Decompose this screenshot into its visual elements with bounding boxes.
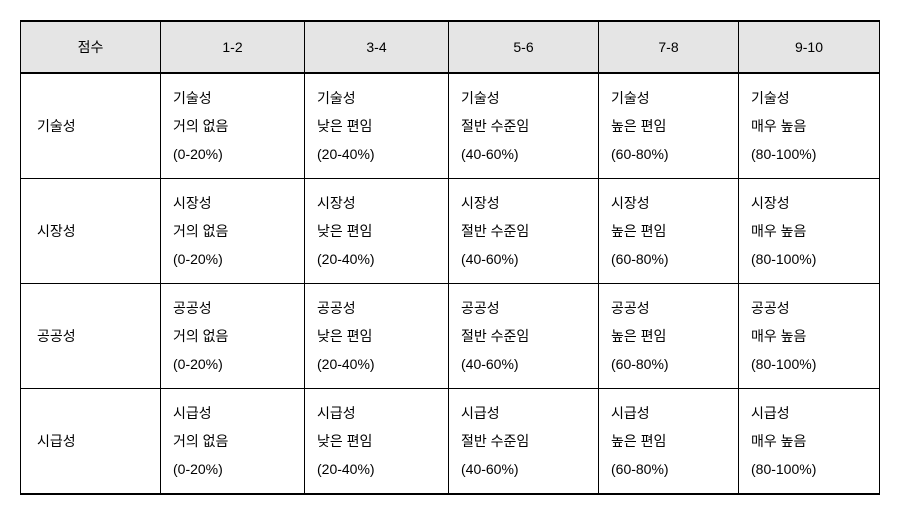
cell-line1: 공공성	[751, 300, 790, 316]
cell-line1: 공공성	[611, 300, 650, 316]
cell-line1: 기술성	[317, 90, 356, 106]
col-header-1-2: 1-2	[161, 21, 305, 73]
cell-line2: 절반 수준임	[461, 118, 529, 134]
cell-line2: 절반 수준임	[461, 433, 529, 449]
cell-line2: 낮은 편임	[317, 223, 372, 239]
table-cell: 공공성 매우 높음 (80-100%)	[739, 284, 880, 389]
col-header-score: 점수	[21, 21, 161, 73]
cell-line3: (60-80%)	[611, 461, 669, 477]
cell-line1: 시급성	[611, 405, 650, 421]
cell-line1: 기술성	[173, 90, 212, 106]
cell-line1: 시급성	[461, 405, 500, 421]
table-cell: 시급성 낮은 편임 (20-40%)	[305, 389, 449, 495]
col-header-9-10: 9-10	[739, 21, 880, 73]
table-cell: 공공성 낮은 편임 (20-40%)	[305, 284, 449, 389]
table-cell: 기술성 낮은 편임 (20-40%)	[305, 73, 449, 179]
table-cell: 공공성 거의 없음 (0-20%)	[161, 284, 305, 389]
cell-line3: (20-40%)	[317, 356, 375, 372]
cell-line3: (60-80%)	[611, 146, 669, 162]
col-header-5-6: 5-6	[449, 21, 599, 73]
table-cell: 시급성 높은 편임 (60-80%)	[599, 389, 739, 495]
table-row: 기술성기술성 거의 없음 (0-20%)기술성 낮은 편임 (20-40%)기술…	[21, 73, 880, 179]
score-rubric-table: 점수 1-2 3-4 5-6 7-8 9-10 기술성기술성 거의 없음 (0-…	[20, 20, 880, 495]
cell-line2: 거의 없음	[173, 433, 228, 449]
cell-line1: 기술성	[611, 90, 650, 106]
cell-line1: 시급성	[173, 405, 212, 421]
cell-line2: 낮은 편임	[317, 118, 372, 134]
cell-line3: (20-40%)	[317, 461, 375, 477]
cell-line3: (0-20%)	[173, 146, 223, 162]
cell-line3: (0-20%)	[173, 251, 223, 267]
cell-line3: (60-80%)	[611, 251, 669, 267]
cell-line3: (0-20%)	[173, 461, 223, 477]
table-cell: 시급성 거의 없음 (0-20%)	[161, 389, 305, 495]
row-label: 시장성	[21, 179, 161, 284]
cell-line3: (40-60%)	[461, 356, 519, 372]
cell-line1: 공공성	[461, 300, 500, 316]
table-cell: 기술성 거의 없음 (0-20%)	[161, 73, 305, 179]
cell-line2: 거의 없음	[173, 223, 228, 239]
table-cell: 시장성 높은 편임 (60-80%)	[599, 179, 739, 284]
cell-line2: 거의 없음	[173, 118, 228, 134]
table-cell: 시장성 매우 높음 (80-100%)	[739, 179, 880, 284]
cell-line1: 시장성	[173, 195, 212, 211]
row-label: 공공성	[21, 284, 161, 389]
table-cell: 기술성 절반 수준임 (40-60%)	[449, 73, 599, 179]
cell-line1: 시장성	[611, 195, 650, 211]
cell-line1: 공공성	[317, 300, 356, 316]
cell-line2: 높은 편임	[611, 223, 666, 239]
cell-line2: 절반 수준임	[461, 328, 529, 344]
table-cell: 시급성 매우 높음 (80-100%)	[739, 389, 880, 495]
cell-line2: 높은 편임	[611, 118, 666, 134]
cell-line1: 기술성	[751, 90, 790, 106]
table-cell: 시급성 절반 수준임 (40-60%)	[449, 389, 599, 495]
cell-line3: (40-60%)	[461, 461, 519, 477]
col-header-3-4: 3-4	[305, 21, 449, 73]
col-header-7-8: 7-8	[599, 21, 739, 73]
cell-line1: 기술성	[461, 90, 500, 106]
cell-line1: 시장성	[461, 195, 500, 211]
row-label: 기술성	[21, 73, 161, 179]
cell-line2: 낮은 편임	[317, 433, 372, 449]
cell-line2: 매우 높음	[751, 223, 806, 239]
cell-line3: (20-40%)	[317, 251, 375, 267]
table-row: 시급성시급성 거의 없음 (0-20%)시급성 낮은 편임 (20-40%)시급…	[21, 389, 880, 495]
cell-line3: (0-20%)	[173, 356, 223, 372]
cell-line1: 공공성	[173, 300, 212, 316]
table-cell: 시장성 낮은 편임 (20-40%)	[305, 179, 449, 284]
cell-line1: 시장성	[317, 195, 356, 211]
table-row: 시장성시장성 거의 없음 (0-20%)시장성 낮은 편임 (20-40%)시장…	[21, 179, 880, 284]
cell-line3: (40-60%)	[461, 251, 519, 267]
cell-line2: 높은 편임	[611, 328, 666, 344]
cell-line2: 매우 높음	[751, 328, 806, 344]
cell-line2: 거의 없음	[173, 328, 228, 344]
table-body: 기술성기술성 거의 없음 (0-20%)기술성 낮은 편임 (20-40%)기술…	[21, 73, 880, 494]
table-cell: 공공성 절반 수준임 (40-60%)	[449, 284, 599, 389]
table-cell: 시장성 절반 수준임 (40-60%)	[449, 179, 599, 284]
cell-line2: 매우 높음	[751, 118, 806, 134]
table-row: 공공성공공성 거의 없음 (0-20%)공공성 낮은 편임 (20-40%)공공…	[21, 284, 880, 389]
cell-line3: (60-80%)	[611, 356, 669, 372]
cell-line2: 낮은 편임	[317, 328, 372, 344]
cell-line3: (80-100%)	[751, 146, 816, 162]
cell-line2: 높은 편임	[611, 433, 666, 449]
cell-line1: 시급성	[317, 405, 356, 421]
table-cell: 기술성 매우 높음 (80-100%)	[739, 73, 880, 179]
cell-line3: (80-100%)	[751, 461, 816, 477]
row-label: 시급성	[21, 389, 161, 495]
cell-line3: (20-40%)	[317, 146, 375, 162]
table-cell: 공공성 높은 편임 (60-80%)	[599, 284, 739, 389]
cell-line2: 절반 수준임	[461, 223, 529, 239]
table-cell: 기술성 높은 편임 (60-80%)	[599, 73, 739, 179]
table-header-row: 점수 1-2 3-4 5-6 7-8 9-10	[21, 21, 880, 73]
cell-line1: 시장성	[751, 195, 790, 211]
table-cell: 시장성 거의 없음 (0-20%)	[161, 179, 305, 284]
cell-line3: (40-60%)	[461, 146, 519, 162]
cell-line3: (80-100%)	[751, 251, 816, 267]
cell-line1: 시급성	[751, 405, 790, 421]
cell-line3: (80-100%)	[751, 356, 816, 372]
cell-line2: 매우 높음	[751, 433, 806, 449]
